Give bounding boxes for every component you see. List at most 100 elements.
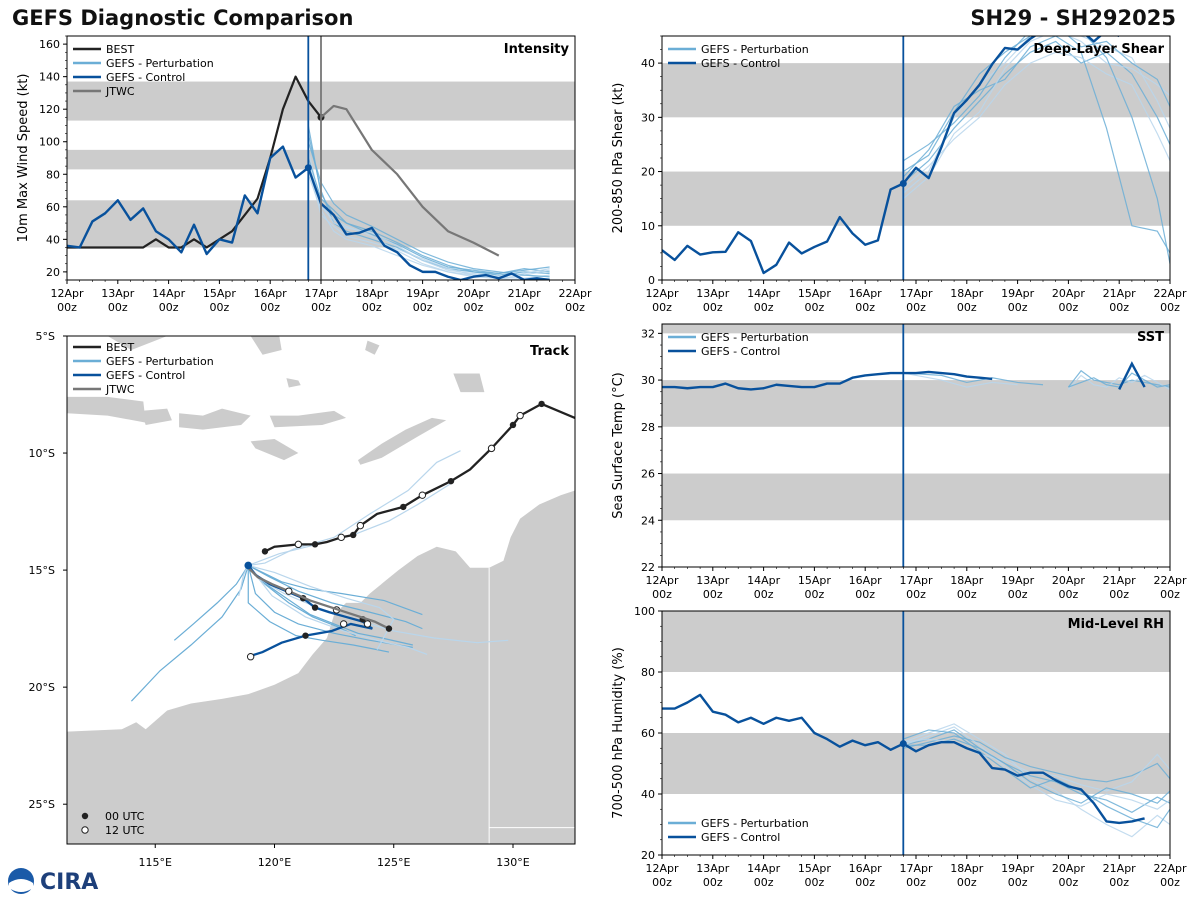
shear-xtick-label: 13Apr <box>696 287 730 300</box>
sst-xtick-sublabel: 00z <box>1160 588 1180 601</box>
sst-xtick-sublabel: 00z <box>652 588 672 601</box>
small-island-land <box>365 340 380 355</box>
sst-xtick-sublabel: 00z <box>855 588 875 601</box>
sst-xtick-label: 18Apr <box>950 574 984 587</box>
rh-xtick-label: 17Apr <box>899 862 933 875</box>
shear-xtick-sublabel: 00z <box>652 301 672 314</box>
shear-xtick-label: 17Apr <box>899 287 933 300</box>
intensity-ytick-label: 40 <box>46 233 60 246</box>
small-island-land <box>286 378 301 388</box>
track-xtick-label: 125°E <box>377 856 410 869</box>
rh-ylabel: 700-500 hPa Humidity (%) <box>611 647 626 819</box>
shear-ytick-label: 40 <box>641 57 655 70</box>
track-perturbation-line <box>247 565 428 655</box>
sst-xtick-label: 16Apr <box>849 574 883 587</box>
track-xtick-label: 120°E <box>258 856 291 869</box>
sst-xtick-sublabel: 00z <box>1059 588 1079 601</box>
sst-xtick-label: 15Apr <box>798 574 832 587</box>
track-12utc-marker <box>418 491 427 499</box>
track-12utc-marker <box>363 620 372 628</box>
sst-xtick-label: 21Apr <box>1103 574 1137 587</box>
sst-perturbation-line <box>903 372 1018 388</box>
track-00utc-marker <box>261 548 269 555</box>
track-perturbation-line <box>238 565 249 597</box>
flores-land <box>269 410 347 428</box>
intensity-xtick-label: 20Apr <box>457 287 491 300</box>
track-legend-label: GEFS - Control <box>106 369 185 382</box>
intensity-xtick-sublabel: 00z <box>565 301 585 314</box>
rh-xtick-sublabel: 00z <box>906 876 926 889</box>
shear-xtick-label: 12Apr <box>645 287 679 300</box>
intensity-ytick-label: 140 <box>39 71 60 84</box>
track-perturbation-line <box>248 564 395 650</box>
track-00utc-marker <box>509 421 517 429</box>
intensity-xtick-label: 16Apr <box>254 287 288 300</box>
sst-xtick-sublabel: 00z <box>754 588 774 601</box>
rh-chart: 2040608010012Apr00z13Apr00z14Apr00z15Apr… <box>611 605 1187 889</box>
intensity-jtwc-line <box>320 104 500 257</box>
rh-perturbation-line <box>903 738 1170 804</box>
sst-band <box>662 324 1170 334</box>
sst-gefs-control-line <box>662 370 993 391</box>
noaa-logo-wave-icon <box>9 879 33 892</box>
intensity-xtick-label: 19Apr <box>406 287 440 300</box>
sst-xtick-sublabel: 00z <box>1109 588 1129 601</box>
track-00utc-marker <box>385 625 393 632</box>
rh-xtick-sublabel: 00z <box>754 876 774 889</box>
sumba-land <box>250 439 299 461</box>
shear-xtick-label: 20Apr <box>1052 287 1086 300</box>
track-marker-legend-label: 00 UTC <box>105 810 145 823</box>
track-ytick-label: 25°S <box>29 798 55 811</box>
track-perturbation-line <box>247 564 423 616</box>
intensity-xtick-label: 12Apr <box>50 287 84 300</box>
intensity-xtick-sublabel: 00z <box>514 301 534 314</box>
intensity-xtick-label: 17Apr <box>304 287 338 300</box>
intensity-ylabel: 10m Max Wind Speed (kt) <box>16 74 31 243</box>
sst-xtick-label: 19Apr <box>1001 574 1035 587</box>
track-xtick-label: 130°E <box>496 856 529 869</box>
track-control-start-marker <box>244 561 253 570</box>
shear-xtick-label: 19Apr <box>1001 287 1035 300</box>
rh-xtick-sublabel: 00z <box>652 876 672 889</box>
rh-xtick-sublabel: 00z <box>957 876 977 889</box>
track-12utc-marker <box>246 653 255 661</box>
track-ytick-label: 5°S <box>36 330 55 343</box>
track-12utc-marker <box>356 521 365 530</box>
intensity-xtick-sublabel: 00z <box>413 301 433 314</box>
sst-plot-area <box>662 361 1170 391</box>
track-perturbation-line <box>248 450 461 567</box>
shear-xtick-sublabel: 00z <box>855 301 875 314</box>
shear-ylabel: 200-850 hPa Shear (kt) <box>611 83 626 234</box>
track-plot-area <box>67 336 575 844</box>
sst-ytick-label: 30 <box>641 374 655 387</box>
shear-xtick-label: 15Apr <box>798 287 832 300</box>
small-island-land <box>453 373 485 393</box>
cira-logo: CIRA <box>8 868 98 895</box>
rh-title: Mid-Level RH <box>1068 617 1164 632</box>
shear-xtick-sublabel: 00z <box>1160 301 1180 314</box>
intensity-ytick-label: 80 <box>46 168 60 181</box>
intensity-ytick-label: 160 <box>39 38 60 51</box>
track-12utc-marker <box>516 411 524 420</box>
shear-perturbation-line <box>902 51 1170 189</box>
intensity-legend-label: GEFS - Perturbation <box>106 57 214 70</box>
shear-plot-area <box>662 36 1170 275</box>
rh-ytick-label: 100 <box>634 605 655 618</box>
shear-perturbation-line <box>902 36 1170 254</box>
shear-xtick-sublabel: 00z <box>805 301 825 314</box>
track-00utc-marker <box>447 477 455 485</box>
rh-xtick-sublabel: 00z <box>703 876 723 889</box>
sst-ytick-label: 32 <box>641 327 655 340</box>
sst-title: SST <box>1137 330 1164 345</box>
shear-xtick-sublabel: 00z <box>1008 301 1028 314</box>
sst-xtick-label: 14Apr <box>747 574 781 587</box>
rh-perturbation-line <box>903 735 1170 783</box>
rh-xtick-label: 18Apr <box>950 862 984 875</box>
track-title: Track <box>530 344 569 359</box>
track-12utc-marker <box>285 587 293 595</box>
track-00utc-marker <box>538 400 545 408</box>
sst-ytick-label: 28 <box>641 421 655 434</box>
shear-perturbation-line <box>902 40 1170 183</box>
track-12utc-marker <box>337 533 345 542</box>
rh-ytick-label: 80 <box>641 666 655 679</box>
